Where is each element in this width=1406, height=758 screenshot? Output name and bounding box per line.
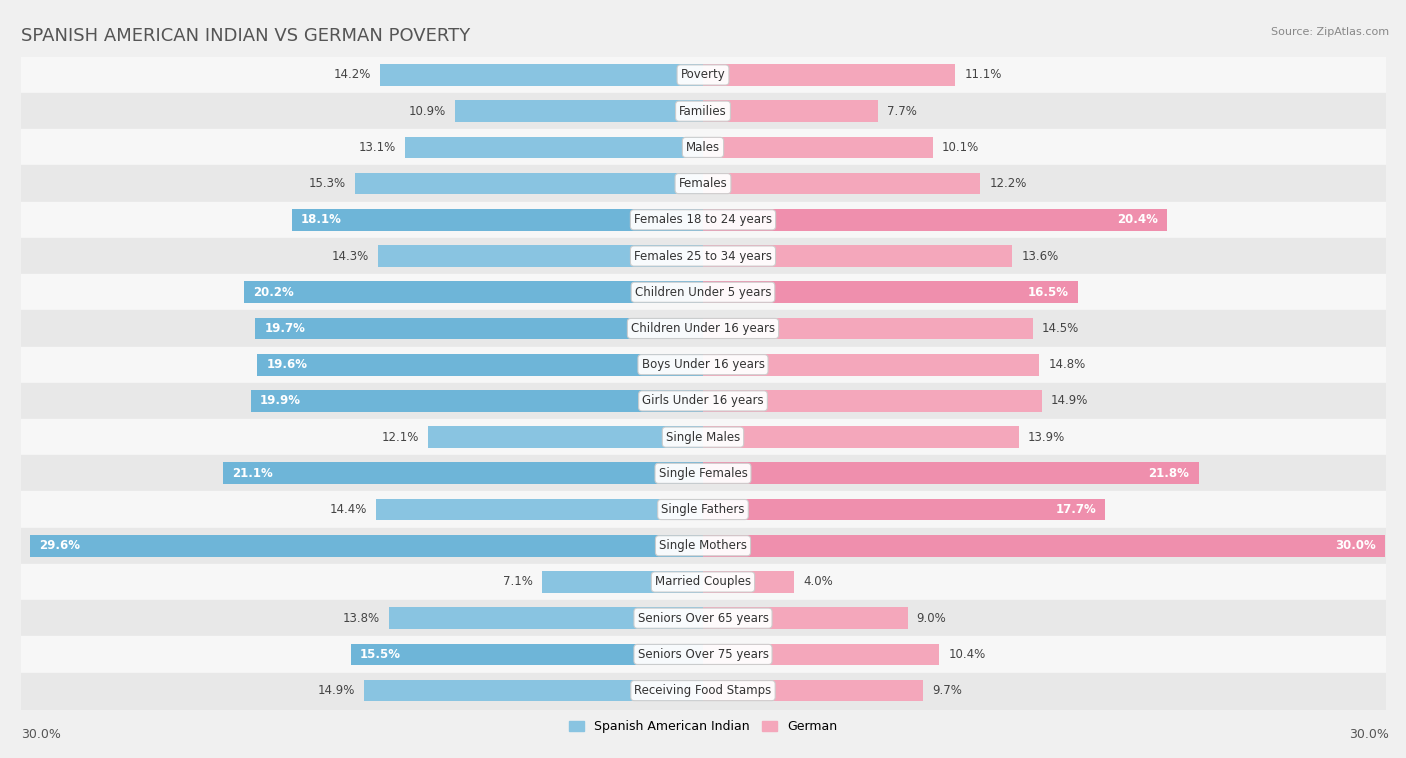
Text: 14.9%: 14.9% [1050, 394, 1088, 407]
Text: 21.8%: 21.8% [1149, 467, 1189, 480]
Text: 19.7%: 19.7% [264, 322, 305, 335]
Text: 12.2%: 12.2% [990, 177, 1026, 190]
Text: Single Females: Single Females [658, 467, 748, 480]
Text: 30.0%: 30.0% [21, 728, 60, 741]
Bar [703, 680, 924, 701]
Text: 30.0%: 30.0% [1350, 728, 1389, 741]
Bar [257, 354, 703, 375]
Text: 15.5%: 15.5% [360, 648, 401, 661]
Text: 15.3%: 15.3% [309, 177, 346, 190]
Text: 19.9%: 19.9% [260, 394, 301, 407]
Bar [375, 499, 703, 521]
Text: 13.6%: 13.6% [1021, 249, 1059, 262]
Bar [703, 245, 1012, 267]
Bar [703, 499, 1105, 521]
Text: 21.1%: 21.1% [232, 467, 273, 480]
Text: 13.9%: 13.9% [1028, 431, 1066, 443]
Text: 14.5%: 14.5% [1042, 322, 1078, 335]
Text: 12.1%: 12.1% [381, 431, 419, 443]
Text: 11.1%: 11.1% [965, 68, 1001, 81]
Text: Males: Males [686, 141, 720, 154]
Bar [541, 571, 703, 593]
Text: Single Fathers: Single Fathers [661, 503, 745, 516]
Bar [256, 318, 703, 340]
Text: 4.0%: 4.0% [803, 575, 832, 588]
Text: 13.8%: 13.8% [343, 612, 380, 625]
Text: Poverty: Poverty [681, 68, 725, 81]
Text: Females 25 to 34 years: Females 25 to 34 years [634, 249, 772, 262]
Bar [703, 644, 939, 666]
Text: 20.2%: 20.2% [253, 286, 294, 299]
Bar [703, 318, 1032, 340]
Bar [703, 354, 1039, 375]
Bar [703, 173, 980, 195]
Bar [356, 173, 703, 195]
Text: 7.7%: 7.7% [887, 105, 917, 117]
Bar [703, 426, 1019, 448]
Text: Females 18 to 24 years: Females 18 to 24 years [634, 213, 772, 227]
Text: Families: Families [679, 105, 727, 117]
Text: 30.0%: 30.0% [1336, 539, 1376, 553]
Text: 14.3%: 14.3% [332, 249, 368, 262]
Text: SPANISH AMERICAN INDIAN VS GERMAN POVERTY: SPANISH AMERICAN INDIAN VS GERMAN POVERT… [21, 27, 471, 45]
Bar [30, 535, 703, 556]
Text: 19.6%: 19.6% [267, 359, 308, 371]
Text: Single Males: Single Males [666, 431, 740, 443]
Bar [703, 136, 932, 158]
Bar [703, 100, 877, 122]
Text: Married Couples: Married Couples [655, 575, 751, 588]
Text: 17.7%: 17.7% [1056, 503, 1097, 516]
Text: 10.9%: 10.9% [409, 105, 446, 117]
Text: Seniors Over 65 years: Seniors Over 65 years [637, 612, 769, 625]
Text: 9.7%: 9.7% [932, 684, 963, 697]
Bar [703, 607, 908, 629]
Bar [243, 281, 703, 303]
Bar [364, 680, 703, 701]
Bar [703, 571, 794, 593]
Bar [703, 390, 1042, 412]
Bar [250, 390, 703, 412]
Text: 10.4%: 10.4% [949, 648, 986, 661]
Bar [291, 209, 703, 230]
Text: 18.1%: 18.1% [301, 213, 342, 227]
Text: 29.6%: 29.6% [39, 539, 80, 553]
Legend: Spanish American Indian, German: Spanish American Indian, German [564, 716, 842, 738]
Text: Single Mothers: Single Mothers [659, 539, 747, 553]
Text: Boys Under 16 years: Boys Under 16 years [641, 359, 765, 371]
Text: Receiving Food Stamps: Receiving Food Stamps [634, 684, 772, 697]
Bar [427, 426, 703, 448]
Bar [389, 607, 703, 629]
Text: 14.8%: 14.8% [1049, 359, 1085, 371]
Bar [405, 136, 703, 158]
Bar [350, 644, 703, 666]
Text: 20.4%: 20.4% [1116, 213, 1157, 227]
Text: Females: Females [679, 177, 727, 190]
Bar [703, 209, 1167, 230]
Text: 10.1%: 10.1% [942, 141, 979, 154]
Bar [378, 245, 703, 267]
Bar [703, 64, 955, 86]
Bar [703, 281, 1078, 303]
Text: 7.1%: 7.1% [503, 575, 533, 588]
Text: 9.0%: 9.0% [917, 612, 946, 625]
Text: 14.9%: 14.9% [318, 684, 356, 697]
Bar [224, 462, 703, 484]
Text: Source: ZipAtlas.com: Source: ZipAtlas.com [1271, 27, 1389, 36]
Text: 14.4%: 14.4% [329, 503, 367, 516]
Text: Children Under 5 years: Children Under 5 years [634, 286, 772, 299]
Text: Girls Under 16 years: Girls Under 16 years [643, 394, 763, 407]
Text: Seniors Over 75 years: Seniors Over 75 years [637, 648, 769, 661]
Bar [456, 100, 703, 122]
Text: Children Under 16 years: Children Under 16 years [631, 322, 775, 335]
Bar [703, 535, 1385, 556]
Text: 13.1%: 13.1% [359, 141, 396, 154]
Text: 16.5%: 16.5% [1028, 286, 1069, 299]
Text: 14.2%: 14.2% [333, 68, 371, 81]
Bar [703, 462, 1198, 484]
Bar [380, 64, 703, 86]
